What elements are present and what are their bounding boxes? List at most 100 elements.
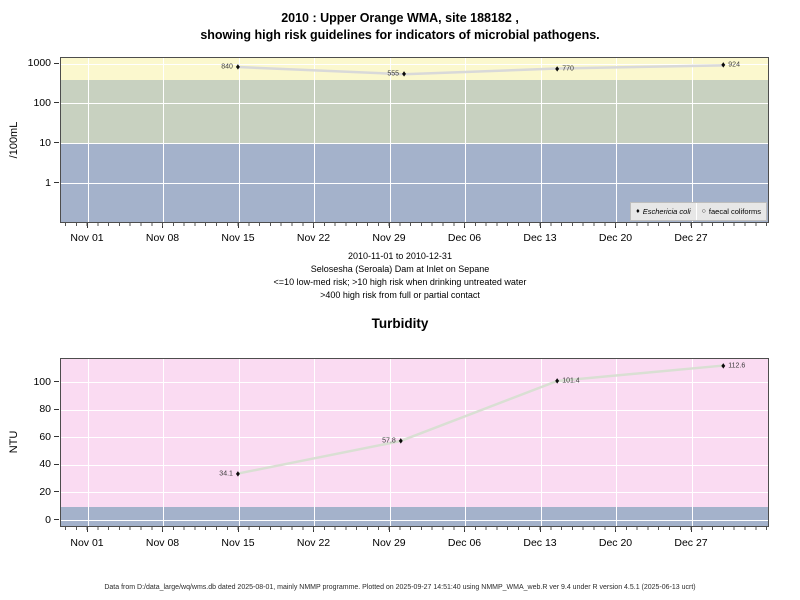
gridline-vertical bbox=[691, 58, 693, 222]
turbidity-y-axis-label: NTU bbox=[8, 430, 20, 454]
x-tick-label: Dec 13 bbox=[523, 537, 557, 549]
gridline-vertical bbox=[163, 58, 164, 222]
x-tick-label: Nov 29 bbox=[372, 537, 406, 549]
gridline-horizontal bbox=[61, 520, 768, 521]
gridline-vertical bbox=[87, 359, 89, 526]
x-tick-label: Dec 06 bbox=[447, 232, 482, 244]
legend-item: ○ faecal coliforms bbox=[695, 203, 766, 220]
gridline-horizontal bbox=[61, 492, 768, 494]
y-axis-tick bbox=[54, 463, 59, 465]
data-point-label: 57.8 bbox=[382, 437, 396, 445]
data-point-marker: ♦ bbox=[554, 63, 560, 74]
x-tick-label: Nov 08 bbox=[145, 232, 180, 244]
y-axis-tick bbox=[54, 436, 59, 438]
data-point-label: 555 bbox=[387, 70, 400, 78]
x-axis-minor-ticks bbox=[65, 527, 769, 530]
gridline-vertical bbox=[616, 58, 617, 222]
y-axis-tick bbox=[54, 491, 59, 493]
gridline-vertical bbox=[540, 359, 542, 526]
data-point-label: 770 bbox=[562, 65, 574, 73]
gridline-horizontal bbox=[61, 437, 768, 439]
data-point-label: 112.6 bbox=[728, 362, 746, 370]
plot-area: ♦ 840 ♦ 555 ♦ 770 ♦ 924 ♦ Eschericia coli ○ faecal … bbox=[60, 57, 769, 223]
diamond-filled-icon: ♦ bbox=[636, 208, 640, 215]
y-axis-tick bbox=[54, 408, 59, 410]
gridline-vertical bbox=[87, 58, 89, 222]
legend-item: ♦ Eschericia coli bbox=[631, 203, 696, 220]
x-tick-label: Nov 08 bbox=[145, 537, 180, 549]
risk-band bbox=[61, 506, 768, 526]
data-point-marker: ♦ bbox=[398, 435, 404, 446]
gridline-vertical bbox=[465, 58, 466, 222]
y-tick-label: 0 bbox=[45, 513, 51, 526]
series-line bbox=[237, 64, 724, 76]
x-tick-label: Nov 22 bbox=[296, 537, 331, 549]
data-point-marker: ♦ bbox=[720, 59, 726, 70]
y-tick-label: 100 bbox=[33, 96, 51, 109]
data-point-marker: ♦ bbox=[235, 61, 241, 72]
microbial-chart-captions: 2010-11-01 to 2010-12-31 Selosesha (Sero… bbox=[0, 250, 800, 302]
x-tick-label: Nov 22 bbox=[296, 232, 331, 244]
data-point-marker: ♦ bbox=[554, 375, 560, 386]
legend: ♦ Eschericia coli ○ faecal coliforms bbox=[630, 202, 767, 221]
gridline-vertical bbox=[163, 359, 164, 526]
x-tick-label: Dec 06 bbox=[447, 537, 482, 549]
legend-label: Eschericia coli bbox=[642, 207, 691, 216]
circle-open-icon: ○ bbox=[701, 208, 706, 215]
series-line bbox=[237, 364, 724, 475]
x-tick-label: Dec 27 bbox=[674, 537, 708, 549]
y-tick-label: 100 bbox=[33, 375, 51, 388]
gridline-vertical bbox=[691, 359, 693, 526]
gridline-horizontal bbox=[61, 409, 768, 411]
caption-date-range: 2010-11-01 to 2010-12-31 bbox=[348, 251, 452, 261]
legend-label: faecal coliforms bbox=[708, 207, 761, 216]
gridline-vertical bbox=[465, 359, 466, 526]
y-tick-label: 20 bbox=[39, 485, 51, 498]
gridline-vertical bbox=[389, 58, 391, 222]
gridline-vertical bbox=[540, 58, 542, 222]
y-axis-tick bbox=[54, 519, 59, 520]
y-tick-label: 10 bbox=[39, 136, 51, 149]
y-axis-tick bbox=[54, 381, 59, 383]
main-title-line2: showing high risk guidelines for indicat… bbox=[200, 28, 600, 42]
data-point-marker: ♦ bbox=[235, 468, 241, 479]
y-axis-tick bbox=[54, 142, 59, 144]
caption-risk-drinking: <=10 low-med risk; >10 high risk when dr… bbox=[273, 277, 527, 287]
y-tick-label: 60 bbox=[39, 430, 51, 443]
gridline-horizontal bbox=[61, 63, 768, 65]
gridline-vertical bbox=[238, 58, 240, 222]
gridline-horizontal bbox=[61, 464, 768, 466]
x-axis-minor-ticks bbox=[65, 223, 769, 226]
data-point-label: 840 bbox=[221, 63, 233, 71]
footer-note: Data from D:/data_large/wq/wms.db dated … bbox=[104, 584, 696, 591]
y-tick-label: 1 bbox=[45, 176, 51, 189]
y-tick-label: 40 bbox=[39, 458, 51, 471]
y-axis-tick bbox=[54, 102, 59, 104]
risk-band bbox=[61, 58, 768, 80]
y-tick-label: 1000 bbox=[27, 57, 51, 69]
data-point-label: 101.4 bbox=[562, 377, 580, 385]
y-tick-label: 80 bbox=[39, 403, 51, 416]
x-tick-label: Nov 01 bbox=[70, 232, 104, 244]
gridline-horizontal bbox=[61, 382, 768, 384]
x-tick-label: Nov 29 bbox=[372, 232, 406, 244]
caption-risk-contact: >400 high risk from full or partial cont… bbox=[320, 290, 480, 300]
main-title: 2010 : Upper Orange WMA, site 188182 , s… bbox=[0, 10, 800, 44]
turbidity-title: Turbidity bbox=[371, 316, 429, 331]
x-tick-label: Dec 27 bbox=[674, 232, 708, 244]
gridline-vertical bbox=[238, 359, 240, 526]
gridline-vertical bbox=[314, 359, 315, 526]
x-tick-label: Dec 20 bbox=[598, 537, 633, 549]
gridline-vertical bbox=[314, 58, 315, 222]
data-point-label: 34.1 bbox=[219, 470, 233, 478]
x-tick-label: Nov 01 bbox=[70, 537, 104, 549]
data-point-label: 924 bbox=[728, 61, 740, 69]
caption-site-name: Selosesha (Seroala) Dam at Inlet on Sepa… bbox=[310, 264, 490, 274]
data-point-marker: ♦ bbox=[720, 360, 726, 371]
y-axis-tick bbox=[54, 62, 59, 64]
data-point-marker: ♦ bbox=[401, 68, 407, 79]
plot-area: ♦ 34.1 ♦ 57.8 ♦ 101.4 ♦ 112.6 bbox=[60, 358, 769, 527]
gridline-horizontal bbox=[61, 143, 768, 145]
